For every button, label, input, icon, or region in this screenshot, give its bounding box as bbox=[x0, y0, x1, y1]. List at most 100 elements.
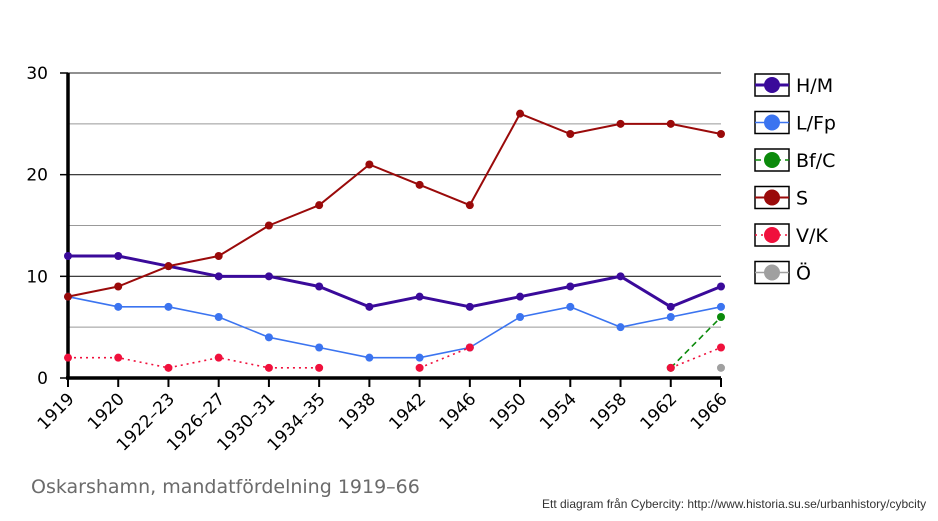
data-point bbox=[716, 302, 725, 311]
x-tick-label: 1938 bbox=[335, 389, 380, 434]
data-point bbox=[666, 119, 675, 128]
data-point bbox=[315, 282, 324, 291]
data-point bbox=[566, 130, 575, 138]
data-point bbox=[516, 292, 525, 301]
chart-credit: Ett diagram från Cybercity: http://www.h… bbox=[542, 497, 927, 511]
y-tick-label: 20 bbox=[26, 166, 48, 186]
data-point bbox=[716, 363, 725, 372]
legend-marker bbox=[764, 227, 780, 243]
data-point bbox=[415, 180, 424, 189]
data-point bbox=[465, 302, 474, 311]
series-line bbox=[670, 346, 722, 369]
data-point bbox=[666, 302, 675, 311]
data-point bbox=[415, 292, 424, 301]
x-tick-label: 1966 bbox=[687, 389, 732, 434]
series-h-m bbox=[64, 252, 725, 311]
data-point bbox=[315, 363, 324, 372]
data-point bbox=[616, 119, 625, 128]
x-tick-label: 1942 bbox=[385, 389, 430, 434]
series-line bbox=[67, 112, 722, 298]
data-point bbox=[516, 109, 525, 118]
data-point bbox=[566, 302, 575, 311]
data-point bbox=[716, 313, 725, 321]
legend-marker bbox=[764, 264, 780, 281]
data-point bbox=[264, 363, 273, 372]
data-point bbox=[716, 282, 725, 291]
data-point bbox=[516, 313, 525, 321]
series-s bbox=[64, 109, 725, 301]
legend-marker bbox=[764, 114, 780, 131]
y-tick-label: 30 bbox=[26, 64, 48, 84]
data-point bbox=[365, 302, 374, 311]
data-point bbox=[716, 130, 725, 138]
chart-title: Oskarshamn, mandatfördelning 1919–66 bbox=[31, 476, 420, 498]
legend-item: H/M bbox=[754, 73, 833, 97]
legend-marker bbox=[764, 189, 780, 206]
x-tick-label: 1919 bbox=[34, 389, 79, 434]
legend: H/M L/Fp Bf/C S V/K Ö bbox=[754, 73, 836, 285]
series-line bbox=[68, 254, 722, 309]
y-tick-label: 10 bbox=[26, 267, 48, 287]
data-point bbox=[214, 353, 223, 362]
legend-item: S bbox=[754, 185, 808, 210]
x-tick-label: 1958 bbox=[586, 389, 631, 434]
y-tick-label: 0 bbox=[37, 369, 48, 389]
data-point bbox=[164, 262, 173, 271]
axes bbox=[66, 73, 721, 380]
legend-item: L/Fp bbox=[754, 110, 836, 135]
data-point bbox=[415, 353, 424, 362]
legend-item: Ö bbox=[754, 260, 811, 285]
data-point bbox=[415, 363, 424, 372]
data-point bbox=[264, 221, 273, 230]
legend-item: V/K bbox=[754, 223, 828, 247]
data-point bbox=[616, 272, 625, 281]
series-line bbox=[68, 356, 320, 369]
data-point bbox=[666, 313, 675, 321]
data-point bbox=[566, 282, 575, 291]
x-tick-label: 1954 bbox=[536, 389, 581, 434]
series-- bbox=[716, 363, 725, 372]
legend-label: S bbox=[796, 188, 808, 210]
legend-label: V/K bbox=[796, 225, 828, 247]
grid-lines bbox=[68, 72, 721, 328]
data-point bbox=[214, 313, 223, 321]
legend-label: L/Fp bbox=[796, 113, 836, 135]
data-point bbox=[264, 333, 273, 342]
data-point bbox=[616, 323, 625, 332]
data-point bbox=[465, 201, 474, 210]
data-point bbox=[315, 201, 324, 210]
data-point bbox=[114, 302, 123, 311]
data-point bbox=[716, 343, 725, 352]
x-tick-label: 1962 bbox=[637, 389, 682, 434]
data-point bbox=[164, 302, 173, 311]
data-point bbox=[214, 252, 223, 260]
data-point bbox=[214, 272, 223, 281]
data-point bbox=[365, 353, 374, 362]
data-point bbox=[264, 272, 273, 281]
series-lines bbox=[64, 109, 725, 372]
legend-label: Bf/C bbox=[796, 150, 835, 172]
data-point bbox=[114, 282, 123, 291]
data-point bbox=[465, 343, 474, 352]
data-point bbox=[64, 252, 72, 260]
data-point bbox=[315, 343, 324, 352]
data-point bbox=[114, 353, 123, 362]
x-tick-label: 1920 bbox=[84, 389, 129, 434]
x-tick-label: 1950 bbox=[486, 389, 531, 434]
legend-item: Bf/C bbox=[754, 148, 835, 172]
data-point bbox=[164, 363, 173, 372]
legend-label: Ö bbox=[796, 262, 811, 285]
data-point bbox=[64, 292, 72, 301]
series-line bbox=[670, 316, 722, 369]
data-point bbox=[666, 363, 675, 372]
data-point bbox=[64, 353, 72, 362]
series-bf-c bbox=[666, 313, 725, 372]
x-tick-label: 1946 bbox=[436, 389, 481, 434]
legend-marker bbox=[764, 77, 780, 93]
y-tick-labels: 0 10 20 30 bbox=[26, 64, 68, 389]
legend-marker bbox=[764, 152, 780, 168]
series-line bbox=[419, 346, 471, 369]
series-line bbox=[67, 295, 722, 359]
